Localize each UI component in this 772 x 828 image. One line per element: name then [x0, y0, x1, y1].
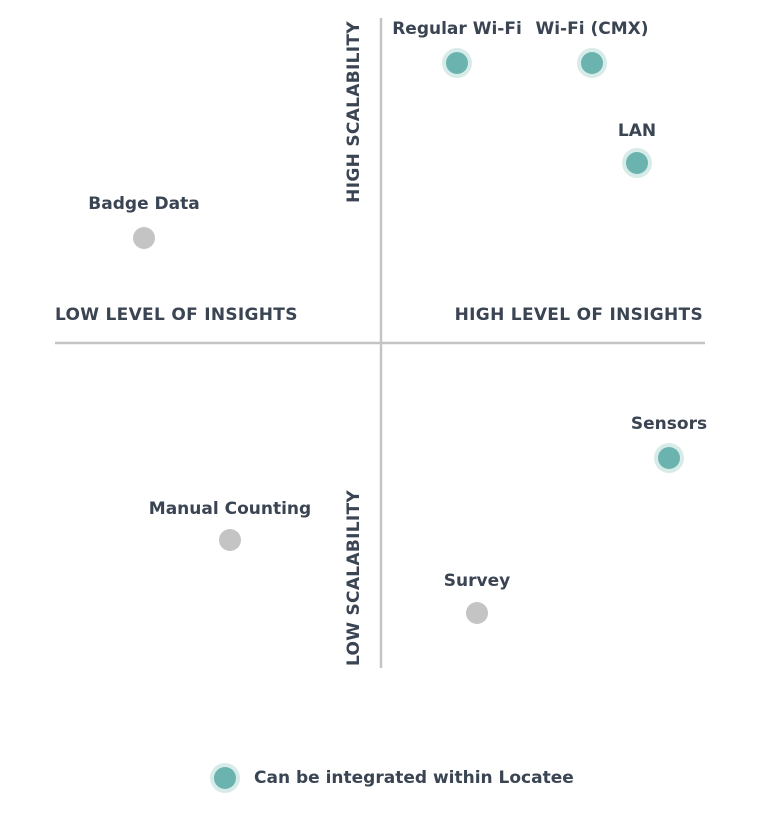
point-badge-data: Badge Data: [88, 194, 200, 249]
points-layer: Regular Wi-Fi Wi-Fi (CMX) LAN Badge Data Sen…: [88, 19, 707, 624]
point-manual-counting: Manual Counting: [149, 499, 311, 551]
point-lan: LAN: [618, 121, 656, 178]
point-dot: [466, 602, 488, 624]
axis-label-low-insights: LOW LEVEL OF INSIGHTS: [55, 305, 298, 325]
point-dot: [658, 447, 680, 469]
legend: Can be integrated within Locatee: [210, 762, 574, 794]
point-label: LAN: [618, 121, 656, 141]
point-label: Badge Data: [88, 194, 199, 214]
point-label: Survey: [444, 571, 510, 591]
point-dot: [219, 529, 241, 551]
point-regular-wi-fi: Regular Wi-Fi: [392, 19, 522, 78]
point-label: Manual Counting: [149, 499, 311, 519]
point-sensors: Sensors: [631, 414, 707, 473]
axis-label-high-scalability: HIGH SCALABILITY: [344, 21, 364, 203]
axis-label-low-scalability: LOW SCALABILITY: [344, 490, 364, 666]
axis-label-high-insights: HIGH LEVEL OF INSIGHTS: [455, 305, 703, 325]
point-label: Regular Wi-Fi: [392, 19, 522, 39]
legend-label: Can be integrated within Locatee: [254, 768, 574, 788]
point-dot: [581, 52, 603, 74]
point-wi-fi-cmx: Wi-Fi (CMX): [535, 19, 649, 78]
point-label: Wi-Fi (CMX): [535, 19, 648, 39]
point-dot: [446, 52, 468, 74]
point-dot: [626, 152, 648, 174]
point-label: Sensors: [631, 414, 707, 434]
point-survey: Survey: [444, 571, 510, 624]
legend-integrated-dot: [214, 767, 236, 789]
point-dot: [133, 227, 155, 249]
